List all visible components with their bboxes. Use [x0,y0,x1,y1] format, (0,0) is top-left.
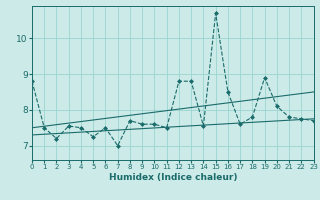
X-axis label: Humidex (Indice chaleur): Humidex (Indice chaleur) [108,173,237,182]
